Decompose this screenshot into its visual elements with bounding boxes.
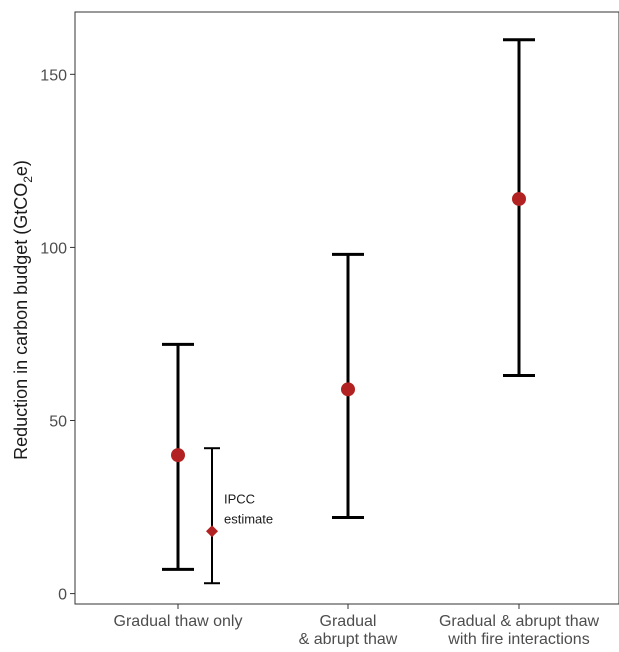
y-axis-title-subscript: 2: [21, 176, 35, 183]
ipcc-annotation-label: estimate: [224, 511, 273, 526]
x-tick-label: with fire interactions: [447, 631, 589, 647]
ipcc-estimate-point: [206, 525, 218, 538]
x-tick-label: Gradual: [320, 613, 377, 630]
mean-point: [341, 382, 355, 397]
y-tick-label: 150: [40, 67, 67, 84]
data-marks: IPCC estimate: [162, 38, 535, 585]
mean-point: [171, 448, 185, 463]
y-axis-title: Reduction in carbon budget (GtCO2e): [11, 160, 35, 460]
y-tick-label: 0: [58, 587, 67, 604]
y-axis-title-suffix: e): [11, 160, 31, 176]
mean-point: [512, 191, 526, 206]
x-axis-ticks: Gradual thaw only Gradual& abrupt thaw Gra…: [114, 604, 600, 648]
y-axis-title-main: Reduction in carbon budget (GtCO: [11, 183, 31, 460]
ipcc-annotation-label: IPCC: [224, 491, 255, 506]
y-tick-label: 50: [49, 414, 67, 431]
y-axis-ticks: 0 50 100 150: [40, 67, 75, 604]
y-tick-label: 100: [40, 240, 67, 257]
plot-border: [74, 11, 619, 605]
x-tick-label: Gradual & abrupt thaw: [439, 613, 600, 630]
x-tick-label: & abrupt thaw: [299, 631, 398, 647]
x-tick-label: Gradual thaw only: [114, 613, 243, 630]
